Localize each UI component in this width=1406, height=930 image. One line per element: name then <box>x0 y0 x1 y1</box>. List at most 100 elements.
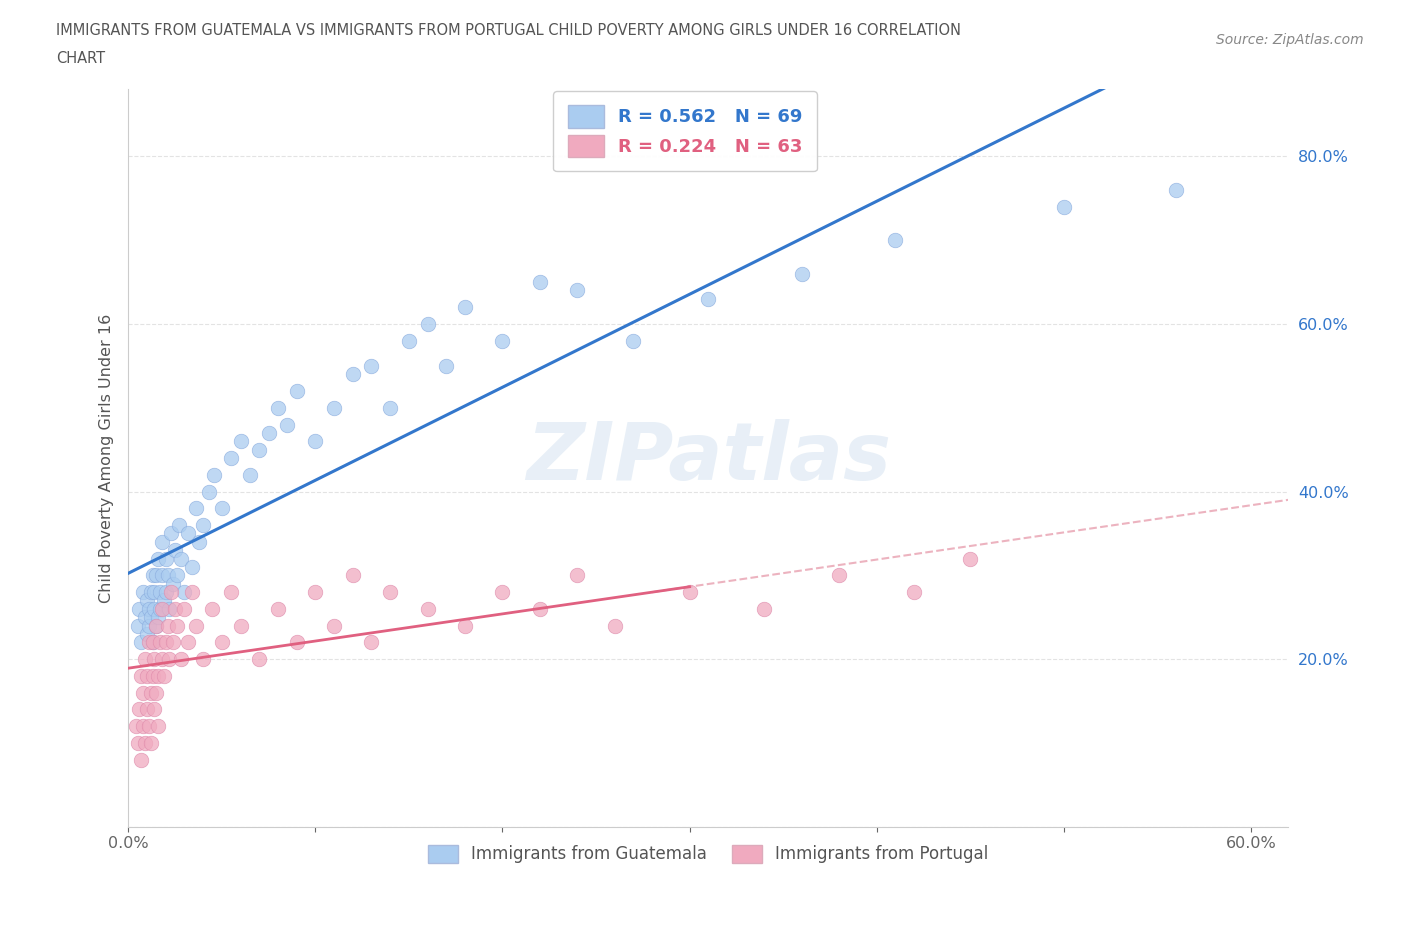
Point <box>145 568 167 583</box>
Point <box>903 585 925 600</box>
Point <box>567 283 589 298</box>
Point <box>304 585 326 600</box>
Point <box>197 485 219 499</box>
Point <box>603 618 626 633</box>
Text: Source: ZipAtlas.com: Source: ZipAtlas.com <box>1216 33 1364 46</box>
Point <box>142 568 165 583</box>
Point <box>132 685 155 700</box>
Point <box>138 719 160 734</box>
Point <box>162 577 184 591</box>
Point <box>229 618 252 633</box>
Point <box>131 752 153 767</box>
Point <box>139 585 162 600</box>
Point <box>323 400 346 415</box>
Point <box>529 274 551 289</box>
Legend: Immigrants from Guatemala, Immigrants from Portugal: Immigrants from Guatemala, Immigrants fr… <box>422 838 995 870</box>
Point <box>152 593 174 608</box>
Point <box>201 602 224 617</box>
Point <box>959 551 981 566</box>
Point <box>131 635 153 650</box>
Point <box>219 585 242 600</box>
Point <box>267 400 290 415</box>
Point <box>247 652 270 667</box>
Point <box>134 736 156 751</box>
Point <box>529 602 551 617</box>
Point <box>342 568 364 583</box>
Point <box>136 702 159 717</box>
Point <box>142 635 165 650</box>
Point <box>127 736 149 751</box>
Point <box>148 669 170 684</box>
Point <box>148 719 170 734</box>
Point <box>142 635 165 650</box>
Point <box>229 434 252 449</box>
Point <box>155 551 177 566</box>
Point <box>884 232 907 247</box>
Point <box>132 585 155 600</box>
Point <box>285 383 308 398</box>
Point <box>454 299 477 314</box>
Point <box>150 602 173 617</box>
Point <box>138 602 160 617</box>
Point <box>156 568 179 583</box>
Point <box>285 635 308 650</box>
Point <box>697 291 720 306</box>
Point <box>150 652 173 667</box>
Point <box>136 627 159 642</box>
Point <box>134 652 156 667</box>
Point <box>136 593 159 608</box>
Point <box>128 602 150 617</box>
Point <box>173 602 195 617</box>
Point <box>150 535 173 550</box>
Point <box>150 568 173 583</box>
Point <box>177 526 200 541</box>
Point <box>276 417 298 432</box>
Point <box>132 719 155 734</box>
Point <box>323 618 346 633</box>
Point <box>149 585 172 600</box>
Point <box>148 610 170 625</box>
Point <box>678 585 700 600</box>
Point <box>754 602 776 617</box>
Point <box>160 526 183 541</box>
Point <box>138 635 160 650</box>
Point <box>360 635 382 650</box>
Point <box>166 618 188 633</box>
Point <box>125 719 148 734</box>
Point <box>247 443 270 458</box>
Point <box>177 635 200 650</box>
Point <box>416 316 439 331</box>
Point <box>790 266 813 281</box>
Point <box>219 451 242 466</box>
Point <box>342 366 364 381</box>
Point <box>143 602 166 617</box>
Point <box>184 618 207 633</box>
Point <box>173 585 195 600</box>
Point <box>211 501 233 516</box>
Point <box>131 669 153 684</box>
Point <box>152 669 174 684</box>
Point <box>139 736 162 751</box>
Point <box>211 635 233 650</box>
Point <box>267 602 290 617</box>
Point <box>202 468 225 483</box>
Point <box>157 602 180 617</box>
Point <box>139 610 162 625</box>
Point <box>239 468 262 483</box>
Point <box>142 669 165 684</box>
Point <box>257 426 280 441</box>
Point <box>380 400 402 415</box>
Point <box>828 568 851 583</box>
Point <box>360 358 382 373</box>
Point <box>157 652 180 667</box>
Point <box>191 518 214 533</box>
Point <box>155 635 177 650</box>
Point <box>169 551 191 566</box>
Point <box>156 618 179 633</box>
Point <box>169 652 191 667</box>
Point <box>416 602 439 617</box>
Point <box>184 501 207 516</box>
Point <box>491 333 513 348</box>
Point <box>167 518 190 533</box>
Point <box>148 551 170 566</box>
